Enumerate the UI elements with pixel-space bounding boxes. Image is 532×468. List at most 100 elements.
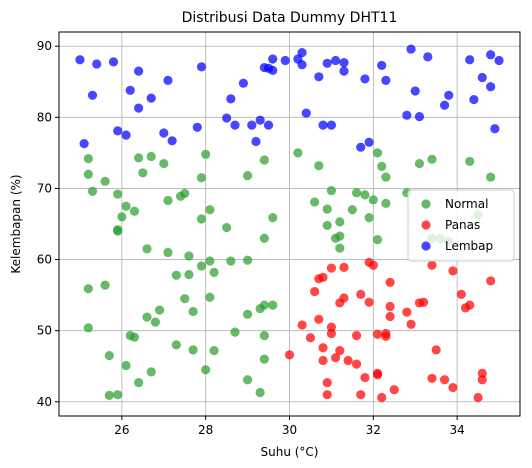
data-point <box>402 307 412 317</box>
data-point <box>372 368 383 378</box>
data-point <box>465 300 475 310</box>
y-axis-label: Kelembapan (%) <box>9 174 23 273</box>
data-point <box>410 86 420 96</box>
data-point <box>83 323 93 333</box>
data-point <box>100 280 110 290</box>
data-point <box>335 231 345 241</box>
data-point <box>222 222 232 233</box>
chart-title: Distribusi Data Dummy DHT11 <box>182 10 398 26</box>
data-point <box>255 387 265 398</box>
data-point <box>486 50 496 60</box>
data-point <box>113 390 123 400</box>
y-tick-label: 40 <box>37 395 52 409</box>
data-point <box>242 309 253 319</box>
legend-item-panas: Panas <box>421 218 480 232</box>
data-point <box>335 217 345 227</box>
data-point <box>322 390 332 400</box>
data-point <box>251 136 261 147</box>
y-tick-label: 70 <box>37 181 52 195</box>
legend-item-lembap: Lembap <box>421 239 493 253</box>
data-point <box>230 327 240 337</box>
data-point <box>196 214 207 224</box>
data-point <box>402 110 412 120</box>
y-tick-label: 80 <box>37 110 52 124</box>
data-point <box>268 213 278 223</box>
data-point <box>368 260 378 270</box>
data-point <box>92 59 102 69</box>
data-point <box>188 345 198 355</box>
legend-marker <box>421 199 431 209</box>
data-point <box>486 276 496 286</box>
data-point <box>314 72 324 82</box>
data-point <box>439 100 450 110</box>
data-point <box>75 55 85 65</box>
data-point <box>326 322 337 332</box>
data-point <box>326 263 337 273</box>
data-point <box>343 355 353 366</box>
data-point <box>83 169 93 179</box>
legend-label: Normal <box>445 197 488 211</box>
data-point <box>318 272 328 282</box>
data-point <box>356 142 366 152</box>
series-normal <box>83 148 496 400</box>
legend: Normal Panas Lembap <box>407 189 515 262</box>
data-point <box>113 189 123 199</box>
data-point <box>180 188 190 199</box>
data-point <box>381 172 391 182</box>
data-point <box>406 44 416 54</box>
data-point <box>368 195 378 205</box>
data-point <box>159 158 169 169</box>
data-point <box>83 284 93 294</box>
axis-ticks: 26 28 30 32 34 40 50 60 70 80 90 <box>37 39 465 437</box>
data-point <box>268 300 278 310</box>
data-point <box>314 314 324 324</box>
data-point <box>259 155 269 165</box>
data-point <box>305 333 316 343</box>
data-point <box>134 377 144 388</box>
data-point <box>339 66 349 76</box>
data-point <box>259 233 269 243</box>
data-point <box>331 353 341 363</box>
data-point <box>377 392 387 403</box>
legend-label: Panas <box>445 218 480 232</box>
data-point <box>356 390 366 400</box>
x-tick-label: 32 <box>366 423 381 437</box>
data-point <box>297 320 307 330</box>
data-point <box>117 212 127 222</box>
data-point <box>297 48 307 58</box>
data-point <box>389 385 399 395</box>
data-point <box>146 367 156 377</box>
data-point <box>364 297 374 307</box>
data-point <box>196 62 207 72</box>
data-point <box>100 176 110 186</box>
data-point <box>108 57 119 67</box>
data-point <box>113 226 123 236</box>
data-point <box>259 354 269 364</box>
data-point <box>364 213 374 223</box>
data-point <box>134 103 144 113</box>
data-point <box>322 220 332 231</box>
data-point <box>486 82 496 92</box>
data-point <box>322 58 332 68</box>
data-point <box>423 52 433 62</box>
data-point <box>167 136 177 146</box>
data-point <box>121 360 131 371</box>
data-point <box>406 319 416 329</box>
data-point <box>477 368 487 378</box>
data-point <box>372 329 383 339</box>
data-point <box>372 148 383 158</box>
data-point <box>180 294 190 304</box>
y-tick-label: 60 <box>37 253 52 267</box>
data-point <box>222 113 232 123</box>
data-point <box>335 243 345 253</box>
data-point <box>184 269 194 280</box>
data-point <box>318 343 328 353</box>
data-point <box>83 153 93 164</box>
data-point <box>414 112 425 122</box>
data-point <box>477 72 487 83</box>
data-point <box>477 375 487 385</box>
data-point <box>427 373 437 383</box>
data-point <box>209 345 219 356</box>
data-point <box>318 120 328 130</box>
